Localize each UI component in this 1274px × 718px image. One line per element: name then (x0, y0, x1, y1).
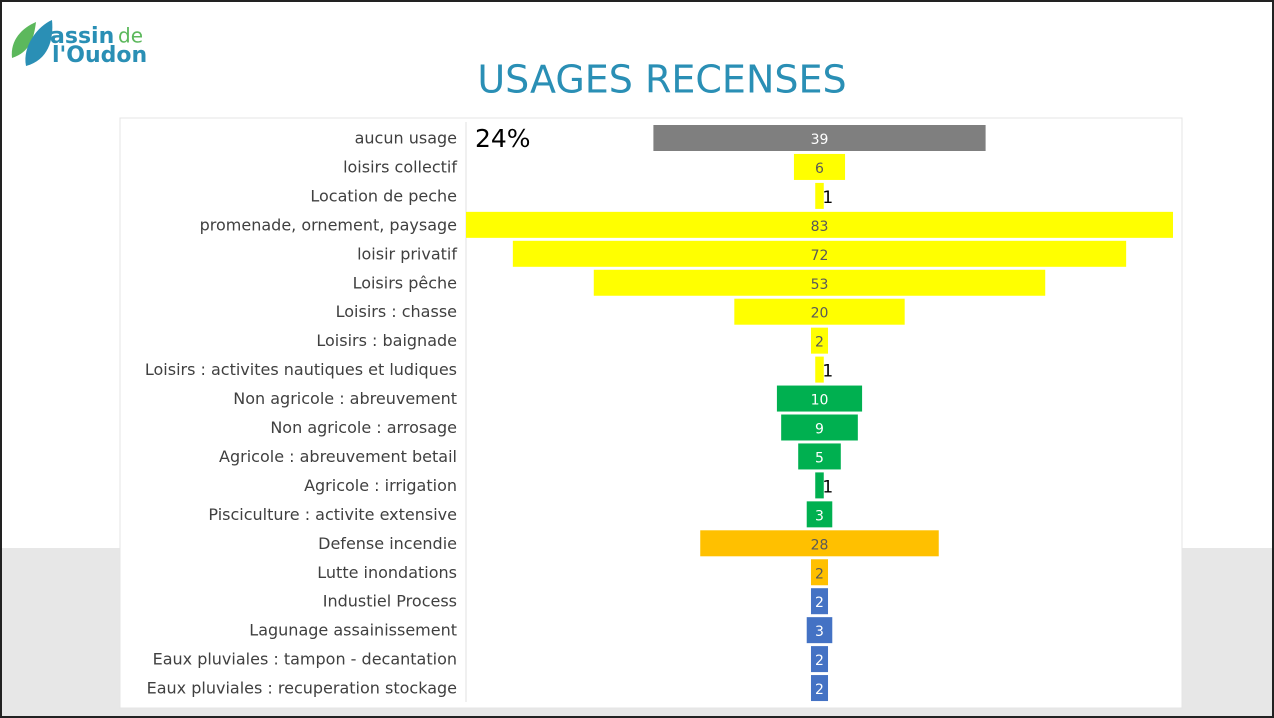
value-label: 5 (815, 450, 824, 466)
category-label: Lagunage assainissement (249, 621, 457, 640)
category-label: loisir privatif (357, 244, 457, 263)
bar (781, 414, 858, 441)
bar (806, 501, 833, 528)
value-label: 53 (811, 277, 829, 293)
value-label: 2 (815, 653, 824, 669)
value-label: 1 (822, 362, 833, 382)
value-label: 1 (822, 188, 833, 208)
value-label: 6 (815, 161, 824, 177)
category-label: Loisirs : activites nautiques et ludique… (145, 360, 457, 379)
category-label: Lutte inondations (317, 563, 457, 582)
bar (798, 443, 841, 470)
category-label: Agricole : irrigation (304, 476, 457, 495)
bar (815, 182, 824, 209)
value-label: 28 (811, 537, 829, 553)
bar (700, 530, 939, 557)
category-label: Industiel Process (323, 592, 457, 611)
bar (810, 646, 829, 673)
category-label: Agricole : abreuvement betail (219, 447, 457, 466)
value-label: 2 (815, 566, 824, 582)
category-label: aucun usage (355, 129, 457, 148)
logo-text: l'Oudon (52, 43, 147, 68)
bar (653, 125, 986, 151)
category-label: Non agricole : abreuvement (233, 389, 457, 408)
value-label: 3 (815, 624, 824, 640)
bar (810, 675, 829, 702)
bar (806, 617, 833, 644)
value-label: 39 (811, 132, 829, 148)
bar (793, 153, 846, 180)
logo-leaf (25, 20, 53, 66)
logo: assin de l'Oudon (11, 20, 147, 68)
value-label: 83 (811, 219, 829, 235)
category-label: Pisciculture : activite extensive (208, 505, 457, 524)
bar (815, 472, 824, 499)
bar (734, 298, 905, 325)
bar (810, 559, 829, 586)
bar (593, 269, 1046, 296)
value-label: 10 (811, 393, 829, 409)
chart-title: USAGES RECENSES (477, 58, 846, 102)
value-label: 2 (815, 595, 824, 611)
category-label: loisirs collectif (343, 157, 457, 176)
bar (776, 385, 863, 412)
category-label: Defense incendie (318, 534, 457, 553)
bar (815, 356, 824, 383)
category-label: Eaux pluviales : recuperation stockage (147, 679, 457, 698)
chart-area (119, 117, 1183, 709)
bar (810, 327, 829, 354)
logo-text: de (118, 24, 143, 48)
bar (512, 240, 1127, 267)
value-label: 2 (815, 682, 824, 698)
annotation: 24% (475, 124, 531, 153)
category-label: Loisirs : chasse (336, 302, 457, 321)
value-label: 20 (811, 306, 829, 322)
category-label: Location de peche (310, 186, 457, 205)
category-label: Non agricole : arrosage (270, 418, 457, 437)
logo-text: assin (50, 24, 114, 49)
bar (810, 588, 829, 615)
value-label: 72 (811, 248, 829, 264)
category-label: Loisirs : baignade (316, 331, 457, 350)
category-label: promenade, ornement, paysage (200, 215, 457, 234)
logo-leaf (11, 22, 36, 58)
bar (466, 211, 1173, 238)
category-label: Eaux pluviales : tampon - decantation (153, 650, 457, 669)
value-label: 3 (815, 508, 824, 524)
value-label: 2 (815, 335, 824, 351)
value-label: 1 (822, 477, 833, 497)
category-label: Loisirs pêche (353, 273, 457, 292)
value-label: 9 (815, 422, 824, 438)
